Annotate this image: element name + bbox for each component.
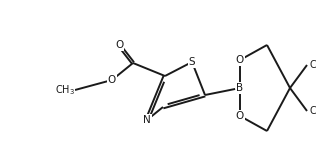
Text: N: N (143, 115, 151, 125)
Text: O: O (236, 55, 244, 65)
Text: O: O (108, 75, 116, 85)
Text: O: O (236, 111, 244, 121)
Text: S: S (189, 57, 195, 67)
Text: O: O (115, 40, 123, 50)
Text: $\mathdefault{CH_3}$: $\mathdefault{CH_3}$ (309, 58, 316, 72)
Text: $\mathdefault{CH_3}$: $\mathdefault{CH_3}$ (55, 83, 75, 97)
Text: $\mathdefault{CH_3}$: $\mathdefault{CH_3}$ (309, 104, 316, 118)
Text: B: B (236, 83, 244, 93)
